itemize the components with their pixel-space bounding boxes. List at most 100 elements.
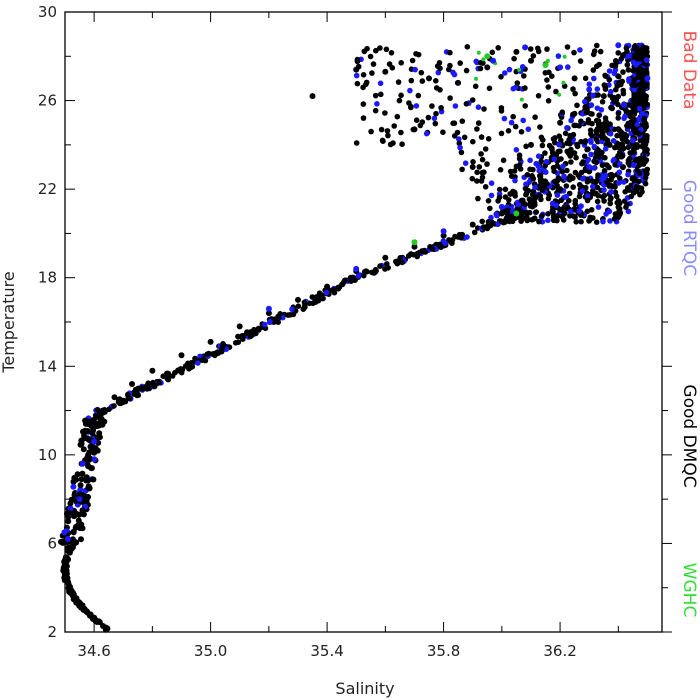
cloud-point xyxy=(489,49,496,56)
cloud-point xyxy=(636,105,643,112)
cloud-point xyxy=(370,61,377,67)
cloud-point xyxy=(624,185,631,191)
cloud-point xyxy=(579,188,586,194)
cloud-point xyxy=(615,101,621,108)
scatter-point-good-dmqc xyxy=(629,108,636,115)
cloud-point xyxy=(372,107,379,114)
cloud-point xyxy=(339,281,345,288)
cloud-point xyxy=(533,160,539,167)
cloud-point xyxy=(542,150,548,156)
cloud-point xyxy=(480,224,487,230)
scatter-point-good-dmqc xyxy=(586,168,593,175)
cloud-point xyxy=(636,170,643,176)
cloud-point xyxy=(80,446,87,453)
scatter-point-good-dmqc xyxy=(91,420,98,427)
cloud-point xyxy=(417,122,424,129)
cloud-point xyxy=(536,218,542,225)
cloud-point xyxy=(87,443,94,450)
scatter-point-good-rtqc xyxy=(600,175,607,182)
cloud-point xyxy=(77,482,84,489)
cloud-point xyxy=(481,106,487,112)
cloud-point xyxy=(533,209,539,215)
cloud-point xyxy=(447,95,453,101)
cloud-point xyxy=(643,93,649,99)
cloud-point xyxy=(353,72,360,79)
scatter-point-wghc xyxy=(484,53,491,60)
cloud-point xyxy=(408,103,414,110)
cloud-point xyxy=(530,53,537,59)
scatter-point-good-rtqc xyxy=(586,164,593,170)
cloud-point xyxy=(262,321,268,328)
cloud-point xyxy=(463,101,470,107)
cloud-point xyxy=(581,153,588,160)
cloud-point xyxy=(519,64,526,70)
scatter-point-good-dmqc xyxy=(615,152,622,159)
cloud-point xyxy=(606,208,613,215)
cloud-point xyxy=(289,306,295,313)
legend: Bad Data Good RTQC Good DMQC WGHC xyxy=(679,31,699,618)
cloud-point xyxy=(564,167,570,174)
cloud-point xyxy=(427,244,433,250)
cloud-point xyxy=(138,385,145,392)
scatter-point-good-dmqc xyxy=(426,75,432,82)
scatter-point-good-dmqc xyxy=(79,507,86,514)
cloud-point xyxy=(582,98,588,105)
cloud-point xyxy=(572,169,579,176)
cloud-point xyxy=(642,174,649,181)
cloud-point xyxy=(498,130,505,137)
cloud-point xyxy=(384,128,391,134)
cloud-point xyxy=(508,173,515,179)
cloud-point xyxy=(132,386,139,393)
cloud-point xyxy=(360,72,367,78)
cloud-point xyxy=(164,375,171,382)
cloud-point xyxy=(601,187,607,193)
cloud-point xyxy=(435,69,442,76)
cloud-point xyxy=(527,46,534,52)
cloud-point xyxy=(475,120,482,126)
cloud-point xyxy=(498,105,505,111)
cloud-point xyxy=(525,187,531,194)
cloud-point xyxy=(431,115,438,122)
scatter-point-good-dmqc xyxy=(309,93,316,100)
cloud-point xyxy=(607,218,613,224)
cloud-point xyxy=(590,67,597,73)
cloud-point xyxy=(550,217,557,224)
cloud-point xyxy=(567,213,573,219)
scatter-point-good-rtqc xyxy=(265,305,272,312)
cloud-point xyxy=(65,518,72,525)
cloud-point xyxy=(599,162,606,169)
scatter-point-good-dmqc xyxy=(571,75,578,82)
cloud-point xyxy=(611,70,618,77)
cloud-point xyxy=(415,92,422,99)
cloud-point xyxy=(570,86,576,92)
cloud-point xyxy=(505,128,512,134)
cloud-point xyxy=(408,77,415,84)
y-tick-label: 26 xyxy=(38,92,57,110)
cloud-point xyxy=(450,120,456,127)
cloud-point xyxy=(480,60,486,66)
cloud-point xyxy=(79,525,86,532)
x-tick-label: 35.4 xyxy=(310,642,343,660)
legend-item-good-dmqc: Good DMQC xyxy=(679,384,699,487)
cloud-point xyxy=(640,74,646,80)
cloud-point xyxy=(594,42,600,49)
cloud-point xyxy=(555,53,562,59)
scatter-point-good-dmqc xyxy=(498,210,505,217)
cloud-point xyxy=(377,45,383,51)
cloud-point xyxy=(596,112,602,119)
cloud-point xyxy=(354,80,361,87)
scatter-point-good-dmqc xyxy=(96,434,103,441)
cloud-point xyxy=(607,131,614,137)
cloud-point xyxy=(638,50,644,56)
cloud-point xyxy=(573,154,579,161)
cloud-point xyxy=(593,136,599,142)
cloud-point xyxy=(567,208,574,215)
cloud-point xyxy=(611,156,617,163)
cloud-point xyxy=(496,194,503,201)
scatter-point-good-rtqc xyxy=(490,57,497,64)
cloud-point xyxy=(255,325,262,332)
cloud-point xyxy=(425,114,432,121)
scatter-point-good-dmqc xyxy=(353,66,360,73)
scatter-point-good-rtqc xyxy=(557,64,564,71)
